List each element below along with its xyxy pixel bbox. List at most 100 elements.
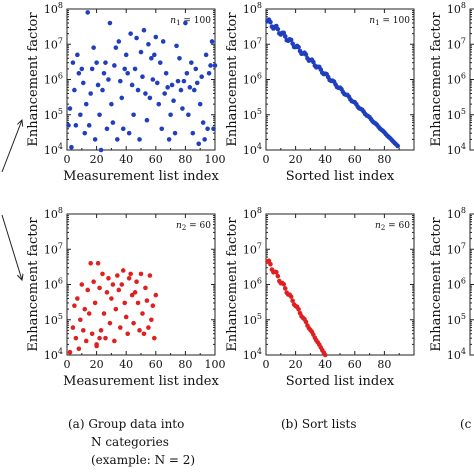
- data-point-88: [194, 80, 200, 86]
- data-point-30: [109, 101, 114, 107]
- data-point-11: [83, 338, 89, 344]
- data-point-36: [117, 78, 123, 84]
- x-tick-label: 20: [289, 153, 303, 166]
- y-tick-label: 108: [243, 206, 262, 221]
- x-tick-label: 0: [64, 153, 71, 166]
- legend-label: n1 = 100: [170, 16, 211, 27]
- x-tick-label: 80: [178, 358, 192, 371]
- data-point-18: [290, 298, 295, 304]
- data-point-85: [190, 130, 196, 136]
- data-point-56: [150, 303, 156, 309]
- data-point-29: [110, 282, 116, 287]
- plot-frame: [66, 8, 216, 151]
- y-tick-label: 104: [447, 142, 466, 157]
- data-point-42: [129, 292, 135, 298]
- data-point-48: [135, 87, 141, 93]
- legend-label: n2 = 60: [375, 221, 410, 232]
- y-tick-label: 105: [243, 107, 262, 122]
- data-point-63: [157, 60, 163, 65]
- y-tick-label: 108: [447, 1, 466, 16]
- data-point-32: [112, 63, 117, 68]
- x-tick-label: 60: [149, 153, 163, 166]
- data-point-9: [78, 112, 83, 118]
- data-point-78: [180, 106, 185, 111]
- data-point-72: [171, 98, 176, 104]
- data-points: [66, 10, 218, 153]
- x-tick-label: 80: [377, 153, 391, 166]
- data-point-6: [76, 346, 82, 352]
- data-point-100: [212, 63, 218, 68]
- data-point-37: [122, 300, 128, 306]
- data-point-51: [140, 74, 145, 80]
- data-point-67: [163, 70, 169, 76]
- data-point-40: [322, 352, 328, 358]
- data-point-3: [69, 144, 74, 150]
- data-point-52: [141, 27, 147, 33]
- data-point-38: [120, 126, 126, 132]
- data-point-57: [152, 335, 157, 341]
- data-point-93: [202, 137, 207, 142]
- data-point-15: [86, 123, 92, 128]
- x-tick-label: 60: [348, 358, 362, 371]
- y-tick-label: 105: [447, 107, 466, 122]
- data-point-60: [94, 343, 99, 349]
- data-point-55: [149, 317, 154, 323]
- data-point-73: [172, 130, 178, 136]
- x-tick-label: 40: [318, 153, 332, 166]
- caption-a-line2: N categories: [91, 435, 169, 449]
- data-point-29: [107, 20, 113, 26]
- data-point-54: [144, 117, 150, 123]
- x-tick-label: 20: [90, 153, 104, 166]
- data-point-35: [116, 39, 122, 44]
- data-point-61: [154, 80, 160, 86]
- data-point-22: [97, 112, 102, 118]
- data-point-32: [311, 59, 316, 65]
- data-point-14: [85, 10, 91, 15]
- data-point-98: [209, 39, 215, 44]
- data-point-30: [112, 338, 117, 344]
- data-point-60: [153, 34, 159, 40]
- data-point-79: [181, 78, 187, 84]
- data-point-59: [152, 52, 157, 58]
- data-point-23: [98, 147, 104, 153]
- data-point-27: [303, 319, 309, 325]
- data-point-66: [162, 91, 167, 96]
- data-point-75: [175, 78, 181, 84]
- data-point-4: [70, 60, 76, 65]
- y-tick-label: 108: [44, 206, 63, 221]
- y-tick-label: 105: [44, 312, 63, 327]
- data-point-22: [100, 271, 105, 277]
- data-point-17: [288, 37, 294, 43]
- data-point-52: [144, 298, 150, 303]
- legend-label: n2 = 60: [176, 221, 211, 232]
- data-point-89: [196, 141, 202, 147]
- data-point-27: [303, 52, 309, 57]
- data-point-76: [177, 55, 182, 61]
- data-point-43: [128, 31, 133, 36]
- data-point-49: [140, 311, 145, 316]
- data-point-9: [80, 328, 86, 333]
- y-tick-label: 108: [243, 1, 262, 16]
- data-point-13: [282, 286, 288, 291]
- y-axis-title: Enhancement factor: [225, 12, 240, 147]
- arrow-to-bottom-panel: [1, 214, 22, 280]
- caption-a-line3: (example: N = 2): [91, 453, 195, 467]
- data-point-25: [101, 70, 107, 76]
- data-point-16: [88, 91, 93, 96]
- y-tick-label: 107: [243, 36, 262, 51]
- x-tick-label: 80: [178, 153, 192, 166]
- data-point-58: [150, 77, 156, 82]
- data-point-80: [183, 20, 188, 26]
- data-point-13: [86, 311, 92, 316]
- x-axis-title: Measurement list index: [63, 374, 219, 389]
- data-point-22: [296, 44, 301, 50]
- data-point-39: [125, 331, 130, 337]
- data-point-90: [197, 101, 203, 107]
- data-point-77: [178, 87, 184, 93]
- x-tick-label: 80: [377, 358, 391, 371]
- caption-b: (b) Sort lists: [281, 417, 357, 431]
- data-point-33: [113, 45, 119, 50]
- data-point-8: [275, 26, 281, 32]
